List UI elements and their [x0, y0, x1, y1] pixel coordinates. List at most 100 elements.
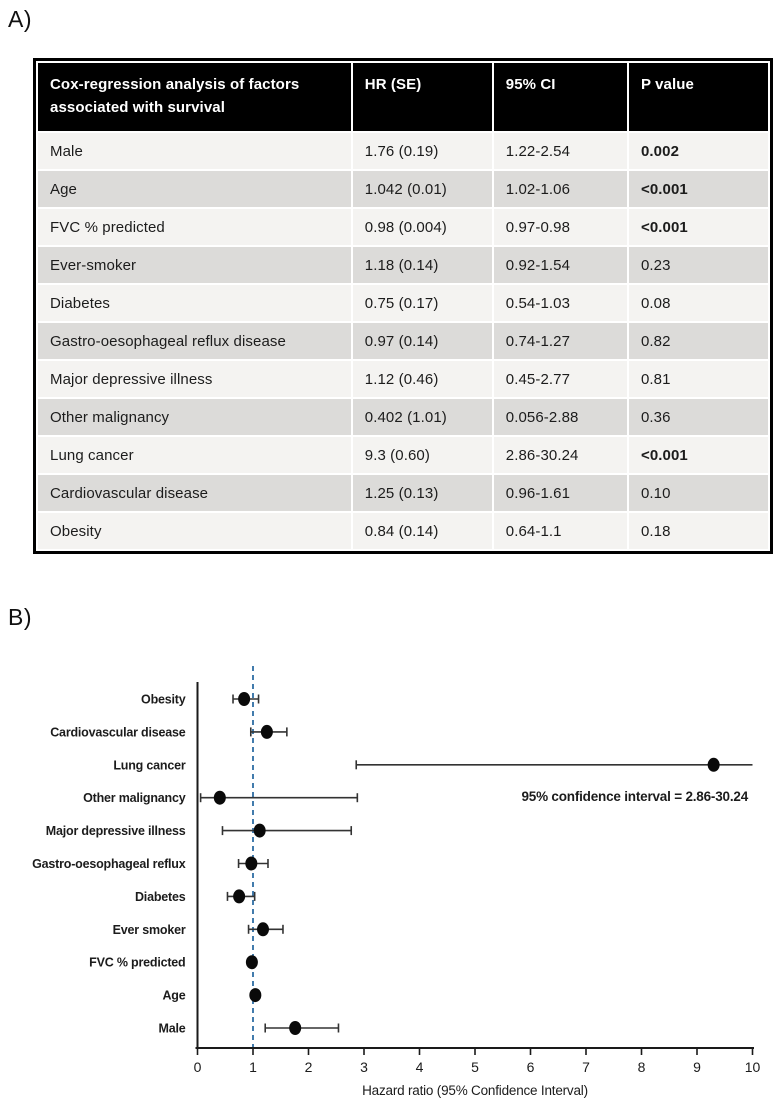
hr-marker-gastro-oesophageal-reflux [245, 856, 258, 871]
table-header-factor: Cox-regression analysis of factors assoc… [38, 63, 351, 131]
category-label-ever-smoker: Ever smoker [113, 923, 186, 937]
table-row-ever-smoker: Ever-smoker 1.18 (0.14) 0.92-1.54 0.23 [38, 247, 768, 283]
row-label: Lung cancer [38, 437, 351, 473]
x-tick-label-10: 10 [745, 1059, 761, 1075]
row-p: 0.36 [628, 399, 768, 435]
row-ci: 0.92-1.54 [493, 247, 627, 283]
category-label-age: Age [162, 989, 185, 1003]
row-ci: 0.74-1.27 [493, 323, 627, 359]
hr-marker-age [249, 988, 262, 1003]
hr-marker-cardiovascular-disease [260, 724, 273, 739]
row-hr-se: 0.97 (0.14) [352, 323, 492, 359]
x-tick-label-4: 4 [416, 1059, 424, 1075]
forest-plot: 0 1 2 3 4 5 6 7 8 9 10 Hazard ratio (95% Confidence… [32, 666, 761, 1098]
hr-marker-lung-cancer [707, 757, 720, 772]
table-row-major-depressive-illness: Major depressive illness 1.12 (0.46) 0.45-… [38, 361, 768, 397]
row-label: Gastro-oesophageal reflux disease [38, 323, 351, 359]
x-tick-label-5: 5 [471, 1059, 479, 1075]
hr-marker-other-malignancy [213, 790, 226, 805]
category-label-diabetes: Diabetes [135, 890, 186, 904]
row-hr-se: 1.25 (0.13) [352, 475, 492, 511]
x-axis-title: Hazard ratio (95% Confidence Interval) [362, 1083, 588, 1098]
row-hr-se: 0.402 (1.01) [352, 399, 492, 435]
x-tick-label-7: 7 [582, 1059, 590, 1075]
row-label: FVC % predicted [38, 209, 351, 245]
row-p: 0.81 [628, 361, 768, 397]
row-hr-se: 0.75 (0.17) [352, 285, 492, 321]
row-ci: 2.86-30.24 [493, 437, 627, 473]
ci-annotation: 95% confidence interval = 2.86-30.24 [521, 789, 748, 804]
panel-b-label: B) [8, 604, 32, 630]
x-tick-label-3: 3 [360, 1059, 368, 1075]
row-label: Diabetes [38, 285, 351, 321]
row-label: Age [38, 171, 351, 207]
row-hr-se: 0.84 (0.14) [352, 513, 492, 549]
row-ci: 0.45-2.77 [493, 361, 627, 397]
table-row-cardiovascular-disease: Cardiovascular disease 1.25 (0.13) 0.96-1.… [38, 475, 768, 511]
row-ci: 0.64-1.1 [493, 513, 627, 549]
table-row-diabetes: Diabetes 0.75 (0.17) 0.54-1.03 0.08 [38, 285, 768, 321]
table-row-male: Male 1.76 (0.19) 1.22-2.54 0.002 [38, 133, 768, 169]
row-hr-se: 1.76 (0.19) [352, 133, 492, 169]
panel-a-label: A) [8, 6, 32, 32]
row-hr-se: 1.042 (0.01) [352, 171, 492, 207]
row-ci: 0.54-1.03 [493, 285, 627, 321]
x-tick-label-2: 2 [305, 1059, 313, 1075]
row-ci: 1.22-2.54 [493, 133, 627, 169]
row-label: Cardiovascular disease [38, 475, 351, 511]
row-p: 0.10 [628, 475, 768, 511]
row-hr-se: 9.3 (0.60) [352, 437, 492, 473]
row-p: 0.08 [628, 285, 768, 321]
category-label-major-depressive-illness: Major depressive illness [46, 824, 186, 838]
hr-marker-diabetes [233, 889, 246, 904]
row-p: 0.82 [628, 323, 768, 359]
table-row-obesity: Obesity 0.84 (0.14) 0.64-1.1 0.18 [38, 513, 768, 549]
row-p: 0.002 [628, 133, 768, 169]
row-ci: 0.96-1.61 [493, 475, 627, 511]
row-hr-se: 1.18 (0.14) [352, 247, 492, 283]
category-label-cardiovascular-disease: Cardiovascular disease [50, 725, 186, 739]
row-label: Male [38, 133, 351, 169]
row-ci: 0.056-2.88 [493, 399, 627, 435]
row-ci: 1.02-1.06 [493, 171, 627, 207]
row-p: <0.001 [628, 209, 768, 245]
row-label: Obesity [38, 513, 351, 549]
hr-marker-male [289, 1021, 302, 1035]
row-p: 0.18 [628, 513, 768, 549]
table-row-other-malignancy: Other malignancy 0.402 (1.01) 0.056-2.88 0.… [38, 399, 768, 435]
table-row-gastro-oesophageal-reflux-disease: Gastro-oesophageal reflux disease 0.97 (0… [38, 323, 768, 359]
category-label-obesity: Obesity [141, 693, 186, 707]
row-p: <0.001 [628, 437, 768, 473]
table-row-lung-cancer: Lung cancer 9.3 (0.60) 2.86-30.24 <0.001 [38, 437, 768, 473]
category-label-lung-cancer: Lung cancer [113, 758, 185, 772]
row-p: <0.001 [628, 171, 768, 207]
row-label: Other malignancy [38, 399, 351, 435]
table-header-hr-se: HR (SE) [352, 63, 492, 131]
table-header-row: Cox-regression analysis of factors assoc… [38, 63, 768, 131]
category-label-fvc-predicted: FVC % predicted [89, 956, 185, 970]
table-header-p: P value [628, 63, 768, 131]
row-label: Major depressive illness [38, 361, 351, 397]
row-hr-se: 1.12 (0.46) [352, 361, 492, 397]
row-hr-se: 0.98 (0.004) [352, 209, 492, 245]
hr-marker-obesity [238, 692, 251, 706]
x-tick-label-0: 0 [194, 1059, 202, 1075]
row-ci: 0.97-0.98 [493, 209, 627, 245]
x-tick-label-8: 8 [638, 1059, 646, 1075]
hr-marker-major-depressive-illness [253, 823, 266, 838]
x-tick-label-6: 6 [527, 1059, 535, 1075]
x-tick-label-9: 9 [693, 1059, 701, 1075]
table-row-fvc-predicted: FVC % predicted 0.98 (0.004) 0.97-0.98 <0.0… [38, 209, 768, 245]
table-row-age: Age 1.042 (0.01) 1.02-1.06 <0.001 [38, 171, 768, 207]
table-body: Male 1.76 (0.19) 1.22-2.54 0.002 Age 1.042 (0… [38, 133, 768, 549]
cox-regression-table: Cox-regression analysis of factors assoc… [33, 58, 773, 554]
table-header: Cox-regression analysis of factors assoc… [38, 63, 768, 131]
row-p: 0.23 [628, 247, 768, 283]
row-label: Ever-smoker [38, 247, 351, 283]
category-label-other-malignancy: Other malignancy [83, 791, 186, 805]
hr-marker-fvc-predicted [245, 955, 258, 970]
x-tick-label-1: 1 [249, 1059, 257, 1075]
table-header-ci: 95% CI [493, 63, 627, 131]
category-label-gastro-oesophageal-reflux: Gastro-oesophageal reflux [32, 857, 186, 871]
